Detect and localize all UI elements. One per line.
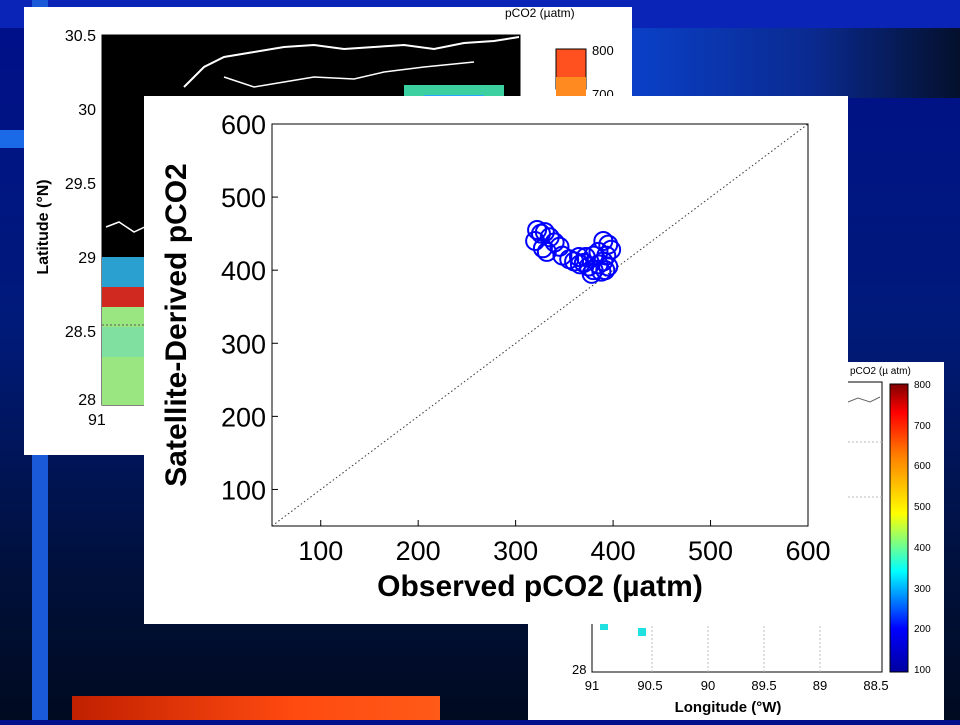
map-right-xtick: 91 xyxy=(585,678,599,693)
map-back-colorbar-title: pCO2 (µatm) xyxy=(505,7,575,20)
x-tick-label: 200 xyxy=(396,536,441,566)
scatter-point xyxy=(549,236,570,257)
map-back-ytick: 28.5 xyxy=(65,324,96,341)
x-tick-label: 600 xyxy=(785,536,830,566)
scatter-plot-area xyxy=(271,123,809,527)
map-right-colorbar-tick: 800 xyxy=(914,380,931,391)
y-tick-label: 300 xyxy=(221,329,266,359)
y-tick-label: 200 xyxy=(221,402,266,432)
scatter-points xyxy=(525,219,622,284)
orange-accent-bar xyxy=(72,696,440,720)
y-tick-label: 100 xyxy=(221,475,266,505)
y-axis: 100 200 300 400 500 600 xyxy=(221,110,278,505)
coastline-path xyxy=(847,396,881,403)
map-right-colorbar-tick: 700 xyxy=(914,421,931,432)
map-back-ytick: 30.5 xyxy=(65,28,96,45)
map-right-xtick: 90.5 xyxy=(637,678,662,693)
scatter-point xyxy=(575,247,596,268)
map-right-xtick: 89 xyxy=(813,678,827,693)
right-band xyxy=(630,28,960,98)
coastline-path-2 xyxy=(223,61,475,88)
map-right-xtick: 88.5 xyxy=(863,678,888,693)
map-right-colorbar-tick: 200 xyxy=(914,624,931,635)
scatter-point xyxy=(532,238,553,259)
x-axis: 100 200 300 400 500 600 xyxy=(298,520,831,566)
scatter-point xyxy=(525,230,546,251)
map-back-ytick: 29 xyxy=(78,250,96,267)
x-tick-label: 100 xyxy=(298,536,343,566)
map-data-region xyxy=(638,628,646,636)
scatter-point xyxy=(536,241,557,262)
map-back-colorbar-tick: 800 xyxy=(592,43,614,58)
map-right-colorbar-tick: 500 xyxy=(914,502,931,513)
x-tick-label: 500 xyxy=(688,536,733,566)
map-right-colorbar-tick: 400 xyxy=(914,543,931,554)
map-back-ytick: 29.5 xyxy=(65,176,96,193)
map-right-xtick: 89.5 xyxy=(751,678,776,693)
map-right-colorbar xyxy=(889,383,909,673)
x-tick-label: 300 xyxy=(493,536,538,566)
x-tick-label: 400 xyxy=(591,536,636,566)
scatter-chart: 100 200 300 400 500 600 100 200 300 400 500 600 Ob… xyxy=(160,110,831,603)
map-right-colorbar-tick: 300 xyxy=(914,584,931,595)
map-back-ytick: 28 xyxy=(78,392,96,409)
map-right-colorbar-tick: 100 xyxy=(914,665,931,676)
map-back-ytick: 30 xyxy=(78,102,96,119)
map-back-colorbar-low xyxy=(556,77,586,97)
y-tick-label: 400 xyxy=(221,256,266,286)
map-right-colorbar-tick: 600 xyxy=(914,461,931,472)
scatter-point xyxy=(588,241,609,262)
y-axis-label: Satellite-Derived pCO2 xyxy=(160,163,193,486)
map-right-ytick: 28 xyxy=(572,662,586,677)
map-right-xlabel: Longitude (°W) xyxy=(675,699,782,716)
map-back-ylabel: Latitude (°N) xyxy=(35,179,52,274)
scatter-panel: 100 200 300 400 500 600 100 200 300 400 500 600 Ob… xyxy=(144,96,848,624)
y-tick-label: 500 xyxy=(221,183,266,213)
coastline-path xyxy=(183,36,520,88)
map-back-xtick: 91 xyxy=(88,412,106,429)
map-right-xtick: 90 xyxy=(701,678,715,693)
scatter-point xyxy=(569,254,590,275)
x-axis-label: Observed pCO2 (µatm) xyxy=(377,570,703,603)
map-right-colorbar-title: pCO2 (µ atm) xyxy=(850,366,911,377)
scatter-point xyxy=(601,239,622,260)
y-tick-label: 600 xyxy=(221,110,266,140)
map-data-region xyxy=(600,624,608,630)
